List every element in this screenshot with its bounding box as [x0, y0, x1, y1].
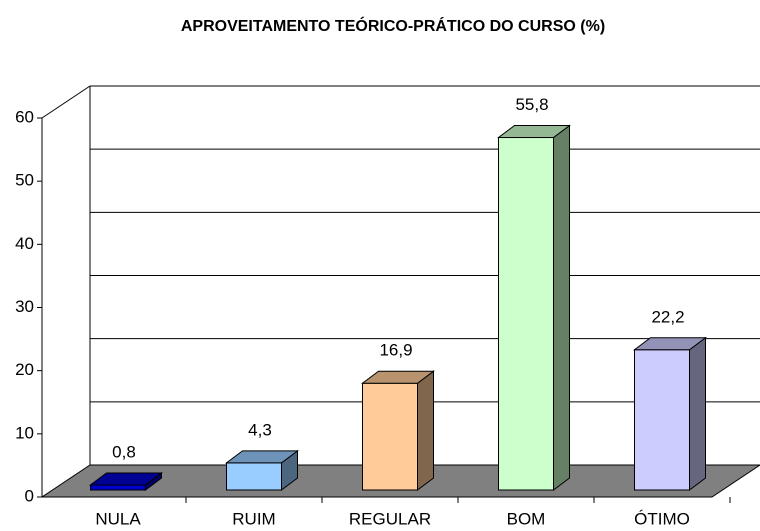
bar-side: [689, 336, 706, 491]
bar-side: [417, 370, 434, 491]
bar: [226, 462, 282, 491]
x-tick-label: ÓTIMO: [634, 509, 690, 528]
y-tick-label: 50: [15, 171, 34, 190]
bar: [362, 382, 418, 491]
bar-side: [553, 124, 570, 491]
value-label: 55,8: [515, 95, 548, 114]
y-tick-label: 10: [15, 423, 34, 442]
value-label: 16,9: [379, 341, 412, 360]
x-tick-label: NULA: [95, 509, 141, 528]
y-tick-label: 0: [25, 486, 34, 505]
chart-title: APROVEITAMENTO TEÓRICO-PRÁTICO DO CURSO …: [181, 16, 605, 35]
value-label: 22,2: [651, 307, 684, 326]
x-tick-label: REGULAR: [349, 509, 431, 528]
bar: [90, 484, 146, 491]
bar-top: [497, 125, 571, 139]
y-tick-label: 40: [15, 234, 34, 253]
wall-top-edge: [41, 85, 91, 119]
x-tick-label: RUIM: [232, 509, 275, 528]
bar-top: [89, 472, 163, 486]
y-tick-label: 60: [15, 107, 34, 126]
bar: [634, 349, 690, 491]
value-label: 4,3: [248, 420, 272, 439]
bar: [498, 137, 554, 491]
value-label: 0,8: [112, 442, 136, 461]
bar-top: [361, 370, 435, 384]
y-tick-label: 20: [15, 360, 34, 379]
bar-top: [225, 450, 299, 464]
x-tick-label: BOM: [507, 509, 546, 528]
y-tick-label: 30: [15, 297, 34, 316]
bar-top: [633, 337, 707, 351]
